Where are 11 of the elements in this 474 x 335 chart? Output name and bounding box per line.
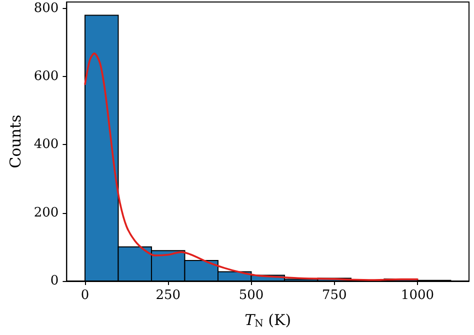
y-tick-label: 0 [50,274,59,288]
x-tick-label: 0 [80,288,90,303]
y-tick-label: 600 [34,69,59,84]
y-tick-label: 200 [34,205,59,220]
x-tick-label: 750 [322,288,347,303]
x-tick-label: 500 [238,288,264,303]
x-tick-label: 250 [156,288,181,303]
x-tick-label: 1000 [400,288,434,303]
y-tick-label: 400 [34,137,59,152]
y-tick-label: 800 [34,0,59,16]
y-axis-title: Counts [6,114,24,168]
